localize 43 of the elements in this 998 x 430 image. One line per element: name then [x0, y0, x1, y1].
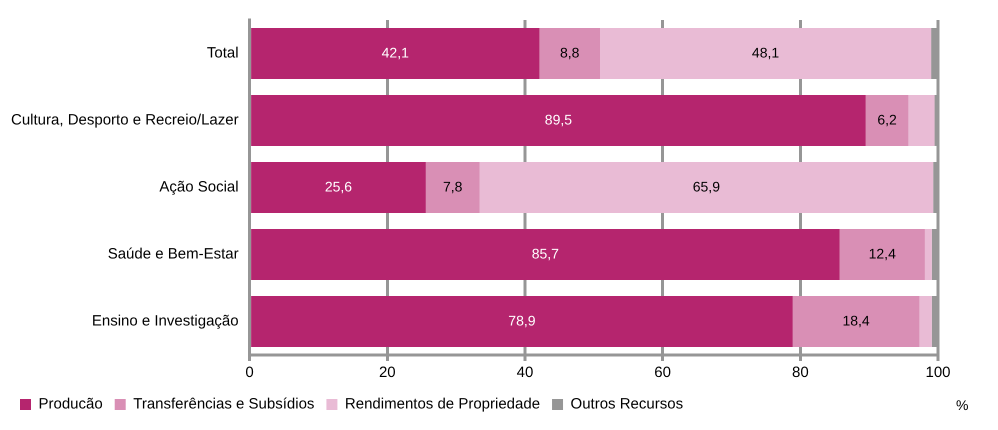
x-tick-label: 100: [925, 364, 951, 382]
data-label: 89,5: [544, 111, 572, 128]
x-tick-label: 80: [792, 364, 809, 382]
data-label: 12,4: [868, 245, 896, 262]
bar: [866, 95, 908, 146]
bar: [251, 162, 426, 213]
y-tick-label: Saúde e Bem-Estar: [108, 246, 239, 263]
bar: [924, 229, 932, 280]
x-tick-label: 0: [245, 364, 254, 382]
data-label: 7,8: [442, 178, 463, 194]
legend-label: Transferências e Subsídios: [133, 396, 314, 413]
bar: [792, 296, 920, 347]
y-tick-label: Ação Social: [159, 178, 239, 196]
data-label: 78,9: [508, 312, 536, 328]
bar: [251, 229, 840, 280]
data-label: 25,6: [324, 178, 352, 194]
bar: [539, 28, 600, 79]
legend-label: Rendimentos de Propriedade: [344, 396, 540, 413]
bar: [251, 28, 540, 79]
x-tick-label: 40: [516, 364, 534, 382]
legend-label: Producão: [38, 396, 103, 413]
y-tick-label: Cultura, Desporto e Recreio/Lazer: [11, 112, 239, 129]
y-tick-label: Ensino e Investigação: [92, 312, 239, 330]
bar: [908, 95, 935, 146]
data-label: 6,2: [877, 111, 897, 128]
bar: [251, 296, 793, 347]
bar: [480, 162, 934, 213]
x-tick-label: 20: [378, 364, 396, 382]
bar: [919, 296, 932, 347]
bar: [600, 28, 932, 79]
data-label: 85,7: [532, 245, 560, 262]
data-label: 42,1: [382, 44, 410, 60]
x-tick-label: 60: [654, 364, 671, 382]
legend-label: Outros Recursos: [570, 396, 684, 413]
data-label: 8,8: [560, 44, 580, 60]
x-axis-title: %: [956, 396, 968, 413]
data-label: 65,9: [692, 178, 720, 194]
bar: [426, 162, 480, 213]
bar: [840, 229, 925, 280]
y-tick-label: Total: [206, 44, 239, 62]
bar: [251, 95, 866, 146]
data-label: 18,4: [842, 312, 870, 328]
data-label: 48,1: [752, 44, 780, 60]
